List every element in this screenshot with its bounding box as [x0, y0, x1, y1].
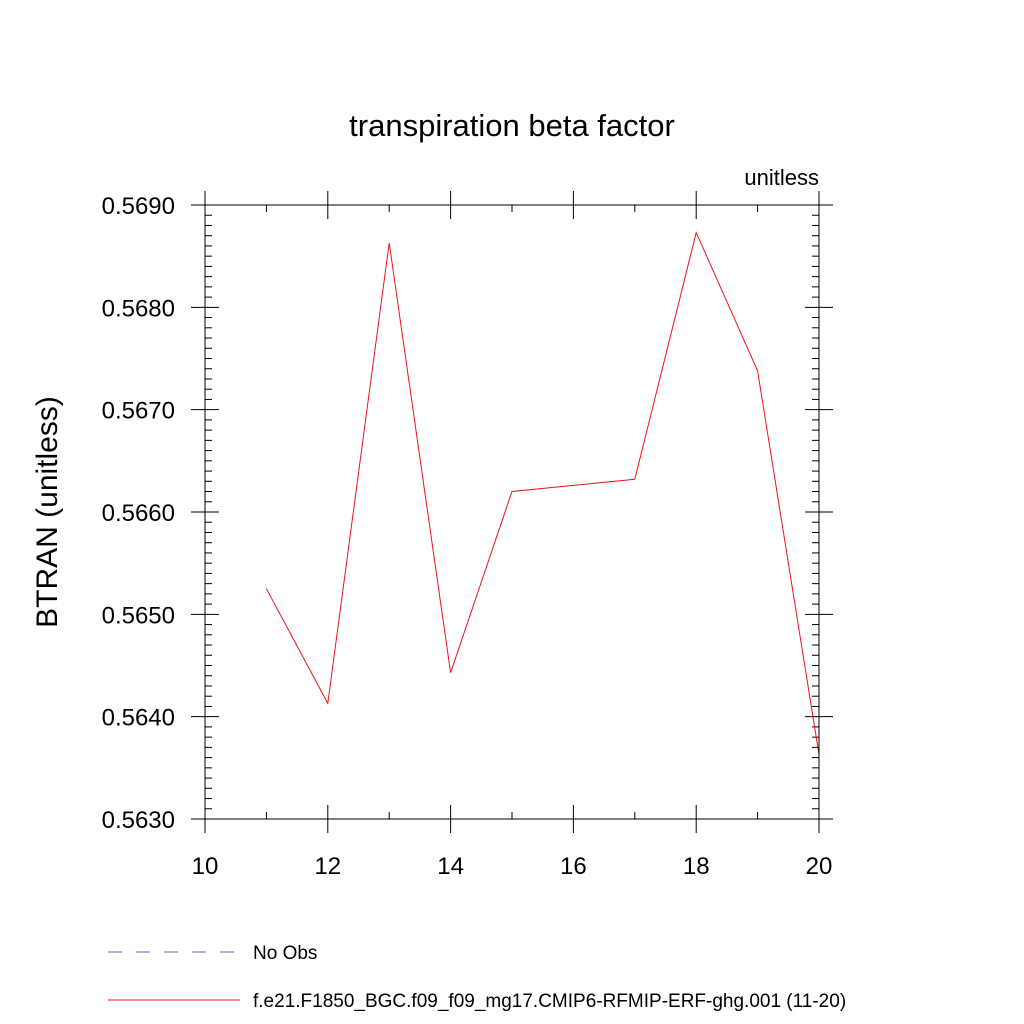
y-axis-label: BTRAN (unitless) — [31, 396, 64, 628]
y-tick-label: 0.5680 — [102, 295, 175, 322]
minor-ticks — [205, 205, 819, 819]
tick-labels: 10 12 14 16 18 20 0.5630 0.5640 0.5650 0.5660 0.56… — [102, 193, 833, 880]
x-tick-label: 16 — [560, 853, 587, 880]
x-tick-label: 14 — [437, 853, 464, 880]
y-tick-label: 0.5660 — [102, 500, 175, 527]
y-tick-label: 0.5650 — [102, 602, 175, 629]
series-line — [265, 231, 820, 755]
x-tick-label: 20 — [806, 853, 833, 880]
x-tick-label: 12 — [314, 853, 341, 880]
series-layer — [265, 231, 820, 755]
y-tick-label: 0.5690 — [102, 193, 175, 220]
x-tick-label: 10 — [192, 853, 219, 880]
major-ticks — [191, 191, 833, 833]
legend-label: No Obs — [253, 943, 317, 964]
y-tick-label: 0.5670 — [102, 398, 175, 425]
units-label: unitless — [744, 165, 819, 190]
y-tick-label: 0.5630 — [102, 807, 175, 834]
chart-title: transpiration beta factor — [349, 108, 675, 143]
legend-label: f.e21.F1850_BGC.f09_f09_mg17.CMIP6-RFMIP… — [253, 991, 846, 1012]
plot-frame — [204, 204, 820, 820]
legend: No Obs f.e21.F1850_BGC.f09_f09_mg17.CMIP6… — [108, 943, 846, 1012]
x-tick-label: 18 — [683, 853, 710, 880]
y-tick-label: 0.5640 — [102, 705, 175, 732]
